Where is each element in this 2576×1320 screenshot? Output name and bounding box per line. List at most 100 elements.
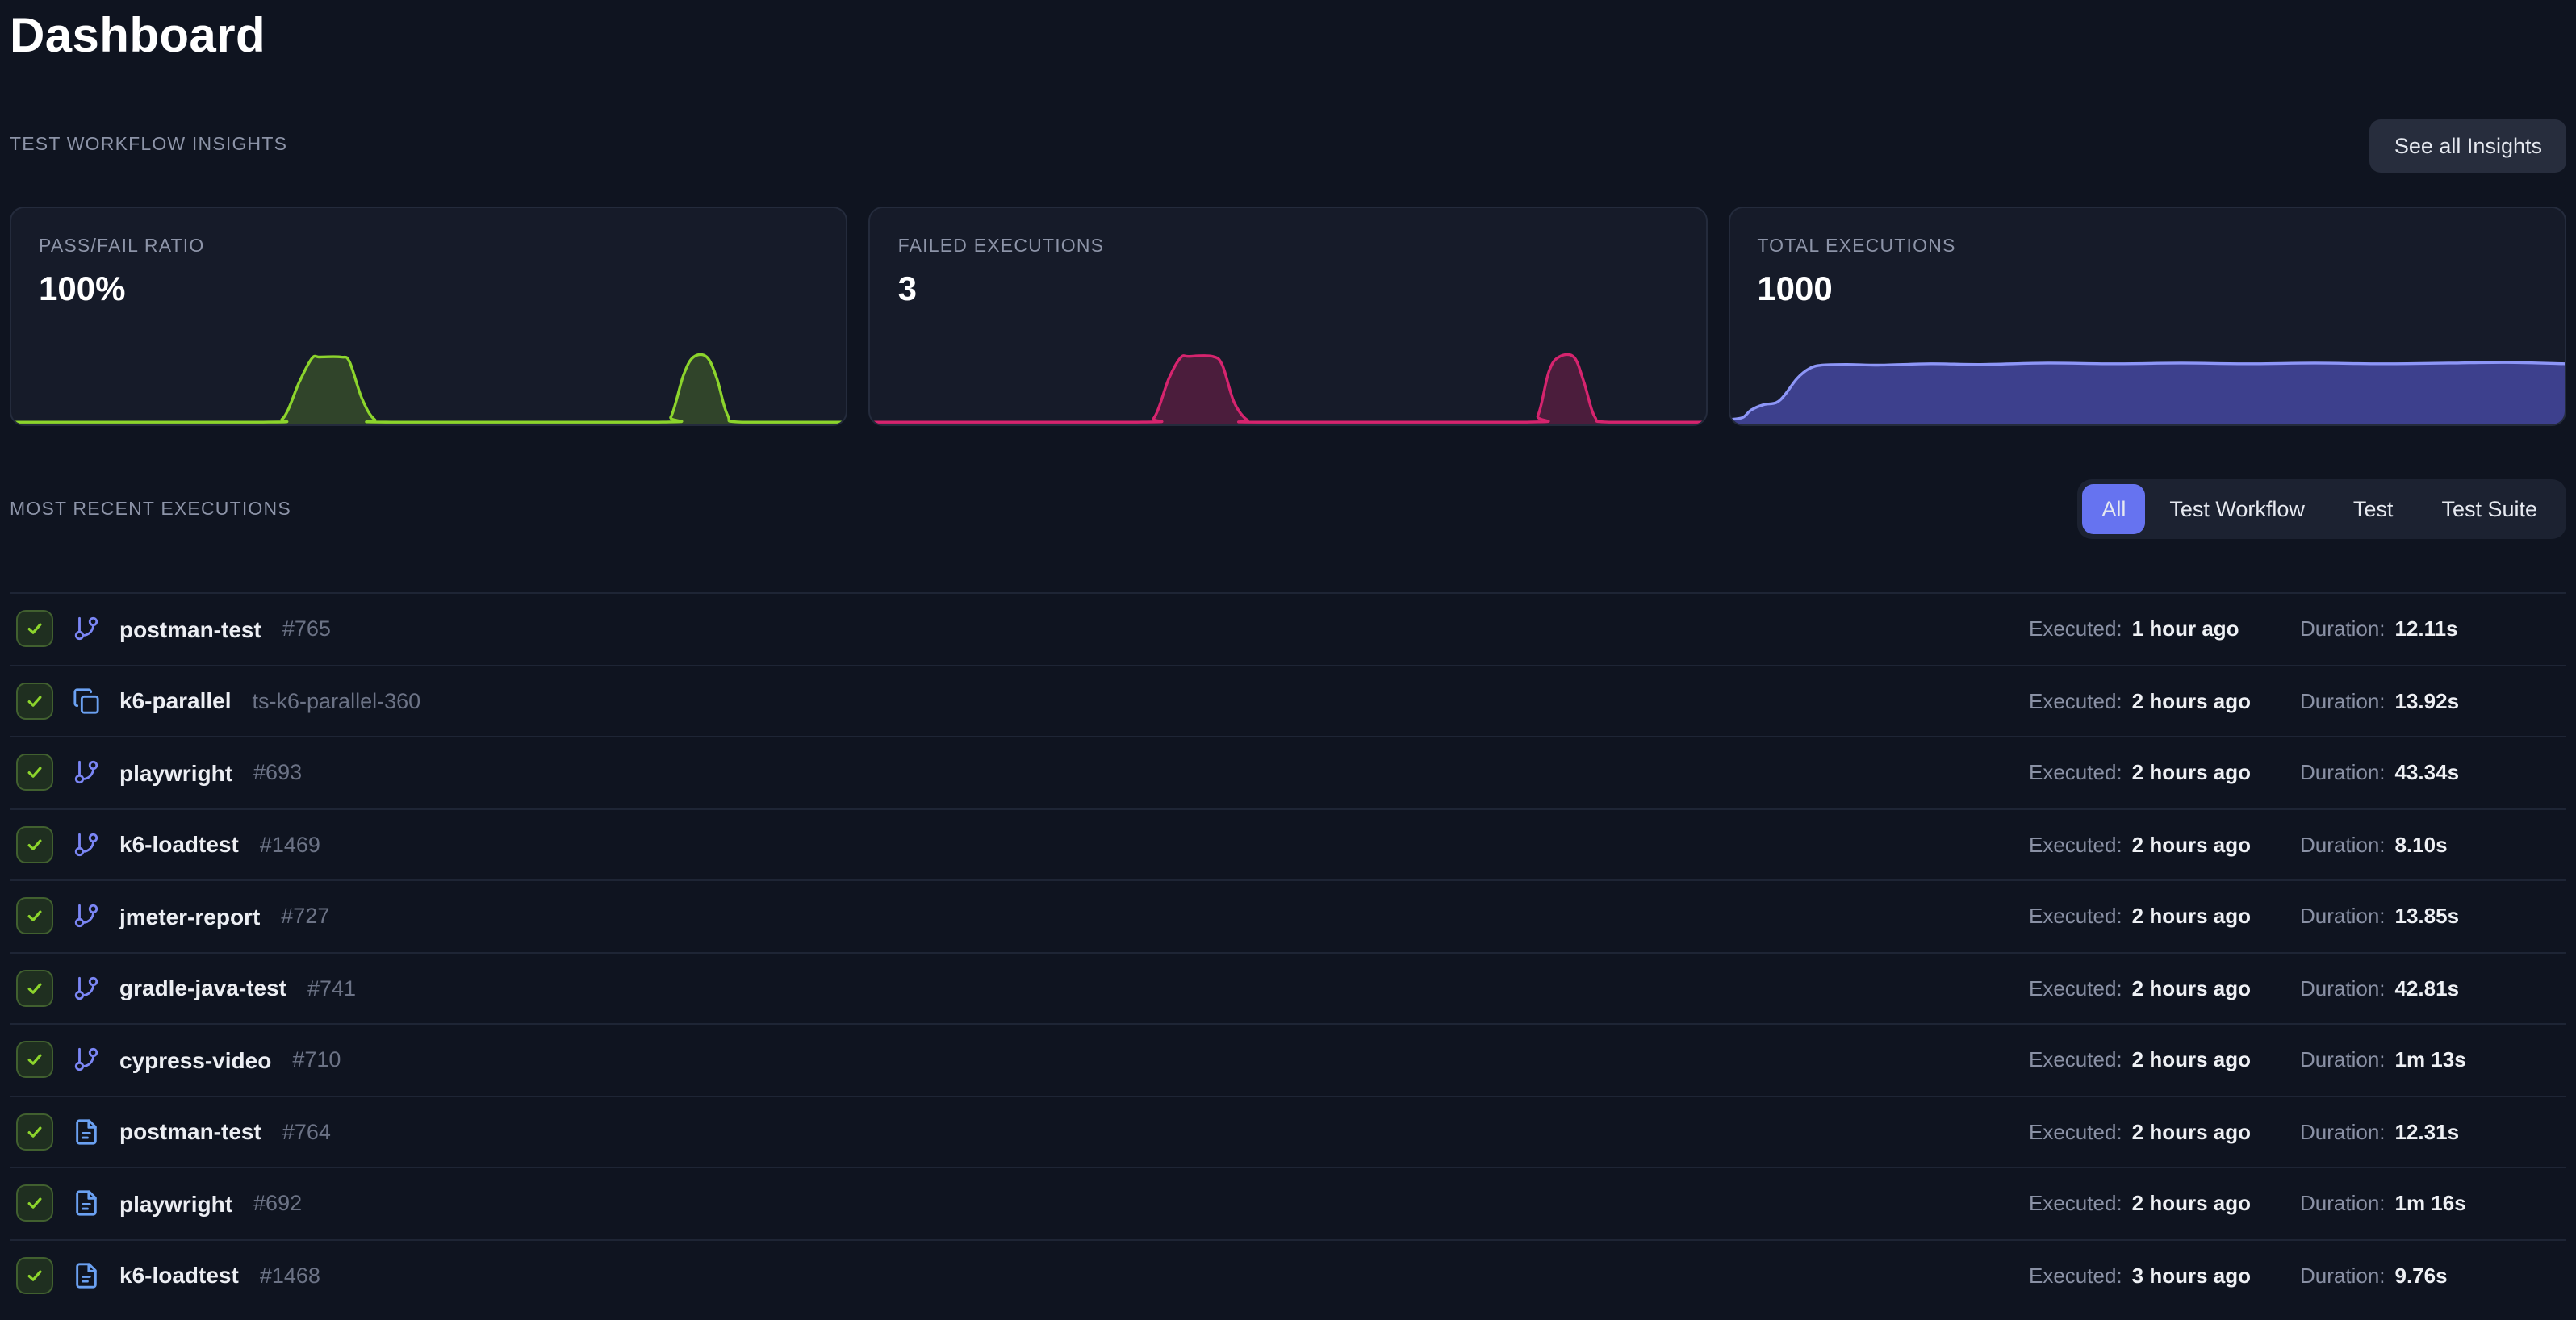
duration-meta: Duration: 42.81s xyxy=(2300,976,2566,1000)
tab-all[interactable]: All xyxy=(2082,484,2146,534)
execution-name: playwright xyxy=(119,1190,233,1217)
duration-label: Duration: xyxy=(2300,688,2386,713)
card-value: 100% xyxy=(39,271,126,308)
execution-row[interactable]: playwright #693 Executed: 2 hours ago Dur… xyxy=(10,736,2566,808)
duration-meta: Duration: 9.76s xyxy=(2300,1264,2566,1288)
executed-meta: Executed: 2 hours ago xyxy=(2029,1192,2300,1216)
execution-id: #765 xyxy=(282,616,331,641)
execution-id: #764 xyxy=(282,1119,331,1144)
tab-test-suite[interactable]: Test Suite xyxy=(2417,484,2561,534)
execution-id: #710 xyxy=(292,1047,341,1072)
duration-value: 43.34s xyxy=(2394,760,2460,785)
executed-label: Executed: xyxy=(2029,1119,2122,1144)
duration-label: Duration: xyxy=(2300,1263,2386,1288)
file-icon xyxy=(73,1118,100,1146)
status-passed-icon xyxy=(16,1041,53,1079)
execution-row[interactable]: postman-test #764 Executed: 2 hours ago D… xyxy=(10,1095,2566,1167)
execution-name: k6-parallel xyxy=(119,687,232,714)
card-value: 1000 xyxy=(1757,271,1833,308)
duration-label: Duration: xyxy=(2300,760,2386,785)
duration-value: 13.92s xyxy=(2394,688,2460,713)
executed-label: Executed: xyxy=(2029,975,2122,1000)
git-branch-icon xyxy=(73,759,100,787)
status-passed-icon xyxy=(16,825,53,863)
duration-meta: Duration: 13.92s xyxy=(2300,689,2566,713)
executed-value: 2 hours ago xyxy=(2131,904,2252,929)
executed-value: 2 hours ago xyxy=(2131,1191,2252,1216)
executed-value: 3 hours ago xyxy=(2131,1263,2252,1288)
status-passed-icon xyxy=(16,969,53,1007)
execution-name: postman-test xyxy=(119,1118,261,1145)
duration-value: 1m 13s xyxy=(2394,1047,2466,1072)
failed-executions-sparkline xyxy=(870,350,1706,424)
git-branch-icon xyxy=(73,903,100,930)
recent-executions-header: MOST RECENT EXECUTIONS All Test Workflow… xyxy=(10,479,2566,539)
duration-label: Duration: xyxy=(2300,1119,2386,1144)
insight-cards: PASS/FAIL RATIO 100% FAILED EXECUTIONS 3… xyxy=(10,207,2566,426)
execution-name: k6-loadtest xyxy=(119,831,239,858)
executed-meta: Executed: 1 hour ago xyxy=(2029,617,2300,641)
page-title: Dashboard xyxy=(10,10,266,63)
see-all-insights-button[interactable]: See all Insights xyxy=(2369,119,2566,172)
duration-value: 1m 16s xyxy=(2394,1191,2466,1216)
execution-id: #727 xyxy=(281,904,330,929)
insights-header: TEST WORKFLOW INSIGHTS See all Insights xyxy=(10,116,2566,174)
execution-name: playwright xyxy=(119,759,233,786)
executed-meta: Executed: 2 hours ago xyxy=(2029,1120,2300,1144)
duration-label: Duration: xyxy=(2300,1191,2386,1216)
execution-row[interactable]: gradle-java-test #741 Executed: 2 hours a… xyxy=(10,951,2566,1023)
execution-filter-tabs: All Test Workflow Test Test Suite xyxy=(2077,479,2566,539)
duration-label: Duration: xyxy=(2300,975,2386,1000)
executed-label: Executed: xyxy=(2029,760,2122,785)
executed-meta: Executed: 3 hours ago xyxy=(2029,1264,2300,1288)
duration-label: Duration: xyxy=(2300,904,2386,929)
duration-label: Duration: xyxy=(2300,832,2386,857)
git-branch-icon xyxy=(73,1046,100,1074)
insights-section-label: TEST WORKFLOW INSIGHTS xyxy=(10,136,288,155)
execution-row[interactable]: postman-test #765 Executed: 1 hour ago Du… xyxy=(10,592,2566,664)
executed-value: 1 hour ago xyxy=(2131,616,2239,641)
execution-row[interactable]: k6-loadtest #1469 Executed: 2 hours ago D… xyxy=(10,808,2566,879)
duration-meta: Duration: 1m 16s xyxy=(2300,1192,2566,1216)
executed-label: Executed: xyxy=(2029,1263,2122,1288)
execution-name: postman-test xyxy=(119,616,261,642)
duration-label: Duration: xyxy=(2300,616,2386,641)
executed-value: 2 hours ago xyxy=(2131,760,2252,785)
file-icon xyxy=(73,1190,100,1218)
execution-row[interactable]: cypress-video #710 Executed: 2 hours ago … xyxy=(10,1023,2566,1095)
card-label: PASS/FAIL RATIO xyxy=(39,237,205,257)
execution-row[interactable]: k6-parallel ts-k6-parallel-360 Executed:… xyxy=(10,664,2566,736)
status-passed-icon xyxy=(16,1256,53,1294)
execution-id: #1469 xyxy=(259,832,320,857)
execution-name: jmeter-report xyxy=(119,903,261,929)
executed-value: 2 hours ago xyxy=(2131,688,2252,713)
duration-value: 12.31s xyxy=(2394,1119,2460,1144)
executed-label: Executed: xyxy=(2029,1191,2122,1216)
executions-list: postman-test #765 Executed: 1 hour ago Du… xyxy=(10,592,2566,1310)
card-total-executions[interactable]: TOTAL EXECUTIONS 1000 xyxy=(1728,207,2566,426)
recent-section-label: MOST RECENT EXECUTIONS xyxy=(10,499,291,519)
duration-value: 9.76s xyxy=(2394,1263,2448,1288)
duration-meta: Duration: 8.10s xyxy=(2300,833,2566,857)
pass-fail-sparkline xyxy=(11,350,847,424)
execution-id: #1468 xyxy=(259,1263,320,1288)
duration-meta: Duration: 1m 13s xyxy=(2300,1048,2566,1072)
card-pass-fail-ratio[interactable]: PASS/FAIL RATIO 100% xyxy=(10,207,848,426)
duration-label: Duration: xyxy=(2300,1047,2386,1072)
duration-value: 12.11s xyxy=(2394,616,2458,641)
execution-row[interactable]: playwright #692 Executed: 2 hours ago Dur… xyxy=(10,1167,2566,1239)
duration-meta: Duration: 13.85s xyxy=(2300,904,2566,929)
executed-label: Executed: xyxy=(2029,616,2122,641)
total-executions-sparkline xyxy=(1729,350,2565,424)
card-failed-executions[interactable]: FAILED EXECUTIONS 3 xyxy=(868,207,1708,426)
status-passed-icon xyxy=(16,754,53,792)
execution-name: gradle-java-test xyxy=(119,975,286,1001)
tab-test[interactable]: Test xyxy=(2329,484,2418,534)
tab-test-workflow[interactable]: Test Workflow xyxy=(2145,484,2329,534)
execution-row[interactable]: k6-loadtest #1468 Executed: 3 hours ago D… xyxy=(10,1239,2566,1310)
executed-meta: Executed: 2 hours ago xyxy=(2029,689,2300,713)
duration-meta: Duration: 43.34s xyxy=(2300,761,2566,785)
execution-row[interactable]: jmeter-report #727 Executed: 2 hours ago … xyxy=(10,879,2566,951)
executed-meta: Executed: 2 hours ago xyxy=(2029,1048,2300,1072)
execution-id: #692 xyxy=(253,1191,303,1216)
